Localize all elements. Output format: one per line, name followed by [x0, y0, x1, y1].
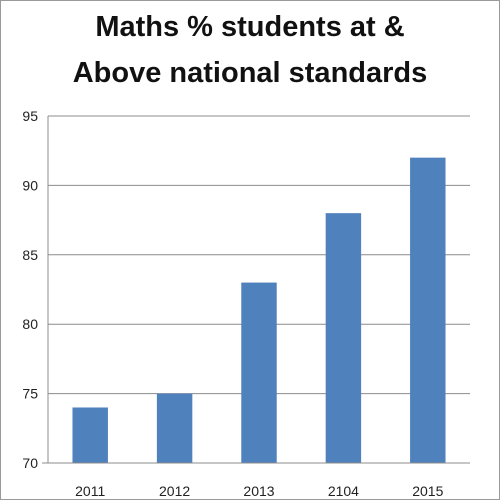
y-axis-ticks: 70 75 80 85 90 95 — [22, 108, 38, 471]
bar-2012 — [156, 393, 193, 463]
y-tick-label: 90 — [22, 177, 38, 193]
x-tick-label: 2104 — [328, 483, 359, 499]
chart-title: Maths % students at & Above national sta… — [0, 4, 500, 96]
y-tick-label: 80 — [22, 316, 38, 332]
bar-2013 — [241, 282, 277, 463]
y-tick-label: 95 — [22, 108, 38, 124]
x-tick-label: 2015 — [412, 483, 443, 499]
x-axis-ticks: 2011 2012 2013 2104 2015 — [75, 483, 443, 499]
x-tick-label: 2013 — [243, 483, 274, 499]
y-tick-label: 75 — [22, 386, 38, 402]
chart-title-line-1: Maths % students at & — [95, 11, 405, 43]
bars — [72, 157, 446, 463]
bar-2104 — [325, 213, 362, 463]
bar-2011 — [72, 407, 108, 463]
bar-2015 — [410, 157, 446, 463]
chart-title-line-2: Above national standards — [72, 57, 428, 89]
x-tick-label: 2012 — [159, 483, 190, 499]
y-tick-label: 70 — [22, 455, 38, 471]
y-tick-label: 85 — [22, 247, 38, 263]
x-tick-label: 2011 — [75, 483, 105, 499]
